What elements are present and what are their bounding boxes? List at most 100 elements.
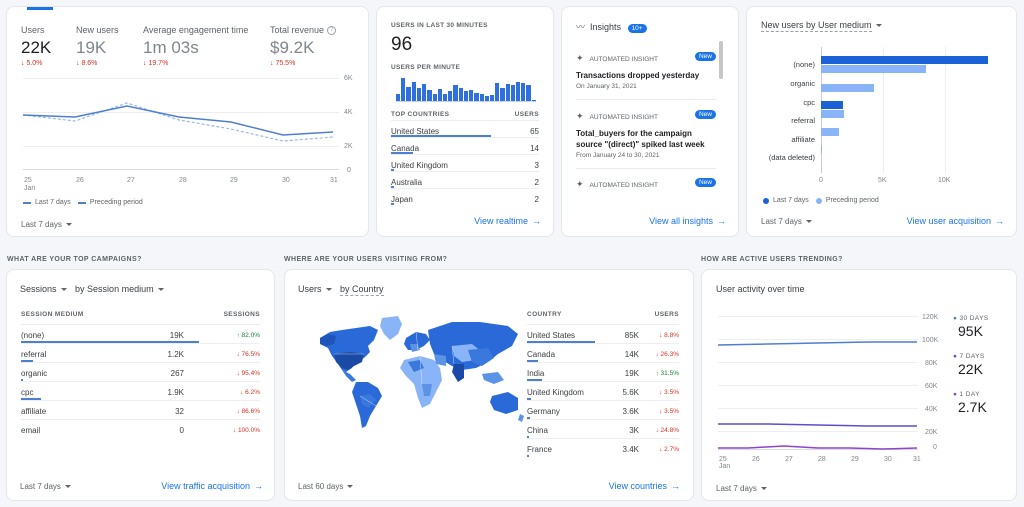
table-row[interactable]: United Kingdom 5.6K ↓ 3.5%	[527, 381, 679, 400]
table-row[interactable]: France 3.4K ↓ 2.7%	[527, 438, 679, 457]
insights-scrollbar[interactable]	[719, 41, 723, 79]
table-row[interactable]: cpc 1.9K ↓ 6.2%	[21, 381, 260, 400]
view-all-insights-link[interactable]: View all insights →	[649, 216, 726, 226]
x-tick: 29	[851, 456, 859, 463]
metric-tab-users[interactable]: Users 22K ↓ 5.0%	[21, 25, 51, 67]
arrow-right-icon: →	[532, 216, 541, 226]
table-row[interactable]: Australia 2	[391, 171, 539, 188]
metric-tab-new-users[interactable]: New users 19K ↓ 8.6%	[76, 25, 119, 67]
date-range-dropdown[interactable]: Last 7 days	[21, 220, 72, 229]
date-range-dropdown[interactable]: Last 7 days	[20, 482, 71, 491]
legend-previous: Preceding period	[825, 197, 879, 204]
table-row[interactable]: referral 1.2K ↓ 76.5%	[21, 343, 260, 362]
date-range-dropdown[interactable]: Last 7 days	[716, 484, 767, 493]
sessions-value: 1.9K	[167, 388, 184, 397]
users-dropdown[interactable]: Users	[298, 284, 332, 294]
caret-down-icon	[65, 223, 72, 227]
dimension-dropdown[interactable]: by Session medium	[75, 284, 164, 294]
country-table: United States 85K ↓ 8.8% Canada 14K ↓ 26.3% …	[513, 270, 693, 500]
y-tick: 0	[347, 167, 351, 174]
table-row[interactable]: United States 85K ↓ 8.8%	[527, 324, 679, 343]
table-row[interactable]: United Kingdom 3	[391, 154, 539, 171]
view-traffic-acquisition-link[interactable]: View traffic acquisition →	[161, 481, 263, 491]
legend-current: Last 7 days	[35, 199, 71, 206]
country-name: United Kingdom	[391, 161, 448, 170]
share-bar	[391, 135, 491, 137]
table-row[interactable]: Canada 14K ↓ 26.3%	[527, 343, 679, 362]
question-circle-icon[interactable]: ?	[327, 26, 337, 36]
bar-previous[interactable]	[821, 110, 844, 118]
metric-value: 19K	[76, 38, 107, 57]
bar-previous[interactable]	[821, 84, 874, 92]
metric-label: New users	[76, 25, 119, 35]
chart-title-dropdown[interactable]: New users by User medium	[761, 20, 882, 32]
caret-down-icon	[805, 220, 812, 224]
country-name: India	[527, 369, 545, 378]
date-range-label: Last 7 days	[21, 220, 62, 229]
world-map[interactable]	[312, 310, 532, 440]
x-tick: 26	[752, 456, 760, 463]
x-tick: 31	[913, 456, 921, 463]
medium-name: affiliate	[21, 407, 47, 416]
table-row[interactable]: (none) 19K ↑ 82.0%	[21, 324, 260, 343]
insights-count-badge: 10+	[627, 24, 647, 33]
date-range-dropdown[interactable]: Last 60 days	[298, 482, 354, 491]
table-row[interactable]: Germany 3.6K ↓ 3.5%	[527, 400, 679, 419]
table-row[interactable]: organic 267 ↓ 95.4%	[21, 362, 260, 381]
table-row[interactable]: Japan 2	[391, 188, 539, 205]
view-realtime-link[interactable]: View realtime →	[474, 216, 541, 226]
table-row[interactable]: India 19K ↑ 31.5%	[527, 362, 679, 381]
bar-previous[interactable]	[821, 65, 926, 73]
sessions-dropdown[interactable]: Sessions	[20, 284, 67, 294]
users-value: 3.4K	[622, 445, 639, 454]
category-label: affiliate	[791, 135, 815, 144]
table-row[interactable]: Canada 14	[391, 137, 539, 154]
view-user-acquisition-link[interactable]: View user acquisition →	[907, 216, 1004, 226]
link-label: View traffic acquisition	[161, 481, 250, 491]
dimension-label[interactable]: by Country	[340, 284, 384, 296]
realtime-value: 96	[391, 34, 413, 55]
bar-previous[interactable]	[821, 145, 822, 153]
dot-icon	[763, 197, 769, 204]
chart-legend: Last 7 days Preceding period	[23, 199, 143, 206]
x-tick: 0	[819, 177, 823, 184]
date-range-label: Last 7 days	[716, 484, 757, 493]
share-bar	[527, 436, 529, 438]
bar-current[interactable]	[821, 101, 843, 109]
insight-item[interactable]: ✦ AUTOMATED INSIGHT New	[576, 178, 716, 189]
x-tick: 27	[785, 456, 793, 463]
caret-down-icon	[64, 485, 71, 489]
bar-current[interactable]	[821, 56, 988, 64]
table-row[interactable]: affiliate 32 ↓ 86.6%	[21, 400, 260, 419]
y-tick: 120K	[922, 314, 939, 321]
active-tab-indicator	[27, 7, 53, 10]
table-row[interactable]: email 0 ↓ 100.0%	[21, 419, 260, 438]
view-countries-link[interactable]: View countries →	[609, 481, 680, 491]
bar-previous[interactable]	[821, 128, 839, 136]
metric-tab-total-revenue[interactable]: Total revenue? $9.2K ↓ 75.5%	[270, 25, 337, 67]
metric-selector: Users by Country	[298, 284, 384, 296]
share-bar	[21, 360, 33, 362]
insight-item[interactable]: ✦ AUTOMATED INSIGHT New Total_buyers for t…	[576, 110, 716, 159]
insights-header: 〰 Insights 10+	[576, 20, 647, 33]
caret-down-icon	[347, 485, 354, 489]
section-title-campaigns: WHAT ARE YOUR TOP CAMPAIGNS?	[7, 256, 142, 263]
change-percent: ↓ 2.7%	[659, 446, 679, 453]
date-range-dropdown[interactable]: Last 7 days	[761, 217, 812, 226]
insight-item[interactable]: ✦ AUTOMATED INSIGHT New Transactions dropp…	[576, 52, 716, 90]
x-tick-month: Jan	[719, 463, 731, 470]
metric-value: $9.2K	[270, 38, 315, 58]
table-row[interactable]: United States 65	[391, 120, 539, 137]
metric-tab-engagement-time[interactable]: Average engagement time 1m 03s ↓ 19.7%	[143, 25, 248, 67]
country-name: United States	[527, 331, 576, 340]
realtime-title: USERS IN LAST 30 MINUTES	[391, 22, 488, 29]
table-row[interactable]: China 3K ↓ 24.8%	[527, 419, 679, 438]
users-value: 85K	[624, 331, 639, 340]
country-name: United Kingdom	[527, 388, 584, 397]
legend-current: Last 7 days	[773, 197, 809, 204]
users-per-minute-chart	[396, 77, 536, 102]
medium-name: (none)	[21, 331, 45, 340]
dashed-line-icon	[77, 201, 86, 204]
share-bar	[527, 341, 595, 343]
change-percent: ↓ 3.5%	[659, 408, 679, 415]
